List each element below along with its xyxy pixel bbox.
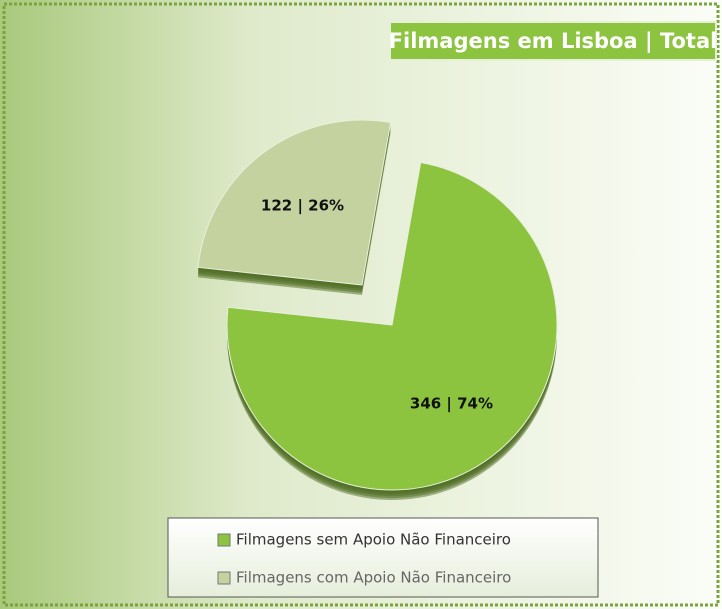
- title-box: [389, 21, 717, 61]
- data-label: 346 | 74%: [410, 395, 493, 414]
- legend-label: Filmagens com Apoio Não Financeiro: [236, 569, 511, 587]
- pie-slice: [197, 119, 392, 286]
- legend-box: [167, 517, 599, 598]
- legend-swatch: [217, 533, 231, 547]
- legend-label: Filmagens sem Apoio Não Financeiro: [236, 531, 511, 549]
- chart-title: Filmagens em Lisboa | Total: [389, 29, 718, 54]
- pie-slice: [226, 161, 558, 491]
- legend-swatch: [217, 571, 231, 585]
- data-label: 122 | 26%: [261, 196, 344, 215]
